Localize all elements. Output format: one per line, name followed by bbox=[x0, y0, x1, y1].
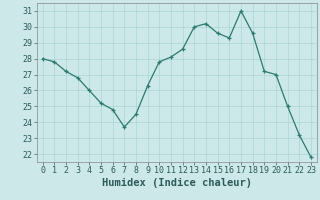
X-axis label: Humidex (Indice chaleur): Humidex (Indice chaleur) bbox=[102, 178, 252, 188]
